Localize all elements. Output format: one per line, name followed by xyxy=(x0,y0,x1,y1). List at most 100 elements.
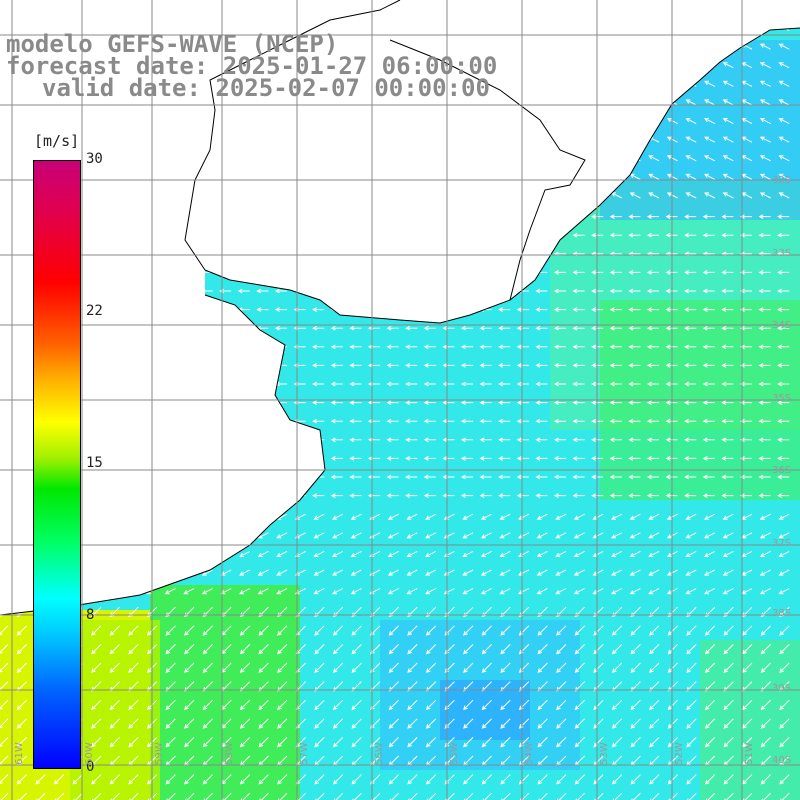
wind-arrow xyxy=(685,532,697,539)
wind-arrow xyxy=(573,569,585,576)
wind-arrow xyxy=(574,774,585,785)
wind-arrow xyxy=(649,644,660,655)
wind-arrow xyxy=(386,344,399,350)
wind-arrow xyxy=(760,662,771,673)
wind-arrow xyxy=(330,493,343,498)
wind-arrow xyxy=(572,493,585,498)
wind-arrow xyxy=(202,774,213,785)
wind-arrow xyxy=(202,625,213,636)
wind-arrow xyxy=(516,307,529,312)
wind-arrow xyxy=(407,699,418,711)
wind-arrow xyxy=(779,699,790,711)
wind-arrow xyxy=(572,288,585,294)
wind-arrow xyxy=(778,136,790,143)
wind-arrow xyxy=(184,699,195,711)
wind-arrow xyxy=(351,718,362,729)
wind-arrow xyxy=(553,270,566,275)
wind-arrow xyxy=(758,381,771,387)
wind-arrow xyxy=(479,344,492,350)
wind-arrow xyxy=(91,718,102,729)
wind-arrow xyxy=(258,718,269,729)
wind-arrow xyxy=(574,662,585,673)
wind-arrow xyxy=(312,307,325,312)
wind-arrow xyxy=(704,513,716,520)
wind-arrow xyxy=(702,456,715,461)
wind-arrow xyxy=(481,737,492,748)
colorbar-tick-22: 22 xyxy=(86,303,103,319)
wind-arrow xyxy=(702,474,715,480)
latitude-label: 39S xyxy=(772,683,792,694)
wind-arrow xyxy=(779,625,790,636)
wind-arrow xyxy=(480,569,492,576)
wind-arrow xyxy=(405,363,418,368)
wind-arrow xyxy=(0,755,9,766)
wind-arrow xyxy=(516,400,529,405)
wind-arrow xyxy=(685,569,697,576)
wind-arrow xyxy=(386,325,399,331)
wind-arrow xyxy=(611,774,623,785)
wind-arrow xyxy=(684,270,697,275)
wind-arrow xyxy=(666,532,678,539)
wind-arrow xyxy=(629,588,641,595)
wind-arrow xyxy=(684,232,697,238)
wind-arrow xyxy=(367,381,380,387)
wind-arrow xyxy=(777,363,790,368)
wind-arrow xyxy=(648,569,660,576)
wind-arrow xyxy=(778,155,790,162)
wind-arrow xyxy=(649,699,660,711)
wind-arrow xyxy=(685,192,697,199)
longitude-label: 57W xyxy=(298,742,310,765)
wind-arrow xyxy=(572,232,585,238)
wind-arrow xyxy=(684,325,697,331)
wind-arrow xyxy=(257,550,269,557)
wind-arrow xyxy=(258,662,269,673)
wind-arrow xyxy=(332,662,344,673)
wind-arrow xyxy=(500,718,511,729)
wind-arrow xyxy=(704,136,716,143)
wind-arrow xyxy=(349,456,362,461)
wind-arrow xyxy=(239,718,251,729)
wind-arrow xyxy=(406,588,418,595)
wind-arrow xyxy=(611,737,623,748)
wind-arrow xyxy=(349,437,362,443)
wind-arrow xyxy=(758,344,771,350)
wind-arrow xyxy=(499,569,511,576)
wind-arrow xyxy=(498,493,511,498)
longitude-label: 51W xyxy=(743,742,755,765)
wind-arrow xyxy=(777,456,790,461)
wind-arrow xyxy=(666,136,678,143)
wind-arrow xyxy=(256,288,269,294)
wind-arrow xyxy=(556,625,567,636)
wind-arrow xyxy=(423,456,436,461)
wind-arrow xyxy=(702,288,715,294)
wind-arrow xyxy=(739,381,752,387)
wind-arrow xyxy=(609,418,622,424)
wind-arrow xyxy=(537,774,548,785)
wind-arrow xyxy=(739,456,752,461)
wind-arrow xyxy=(463,644,474,655)
wind-arrow xyxy=(553,474,566,480)
wind-arrow xyxy=(332,569,344,576)
wind-arrow xyxy=(758,307,771,312)
wind-arrow xyxy=(702,270,715,275)
wind-arrow xyxy=(742,662,753,673)
wind-arrow xyxy=(609,437,622,443)
wind-arrow xyxy=(535,381,548,387)
wind-arrow xyxy=(423,474,436,480)
wind-arrow xyxy=(758,270,771,275)
wind-arrow xyxy=(239,625,251,636)
wind-arrow xyxy=(779,644,790,655)
wind-arrow xyxy=(164,588,176,595)
wind-arrow xyxy=(758,437,771,443)
wind-arrow xyxy=(646,270,659,275)
wind-arrow xyxy=(555,569,567,576)
wind-arrow xyxy=(480,550,492,557)
wind-arrow xyxy=(388,662,399,673)
wind-arrow xyxy=(555,532,567,539)
wind-arrow xyxy=(351,625,362,636)
wind-arrow xyxy=(314,662,325,673)
wind-arrow xyxy=(591,325,604,331)
wind-arrow xyxy=(646,232,659,238)
wind-arrow xyxy=(0,699,9,711)
wind-arrow xyxy=(330,363,343,368)
